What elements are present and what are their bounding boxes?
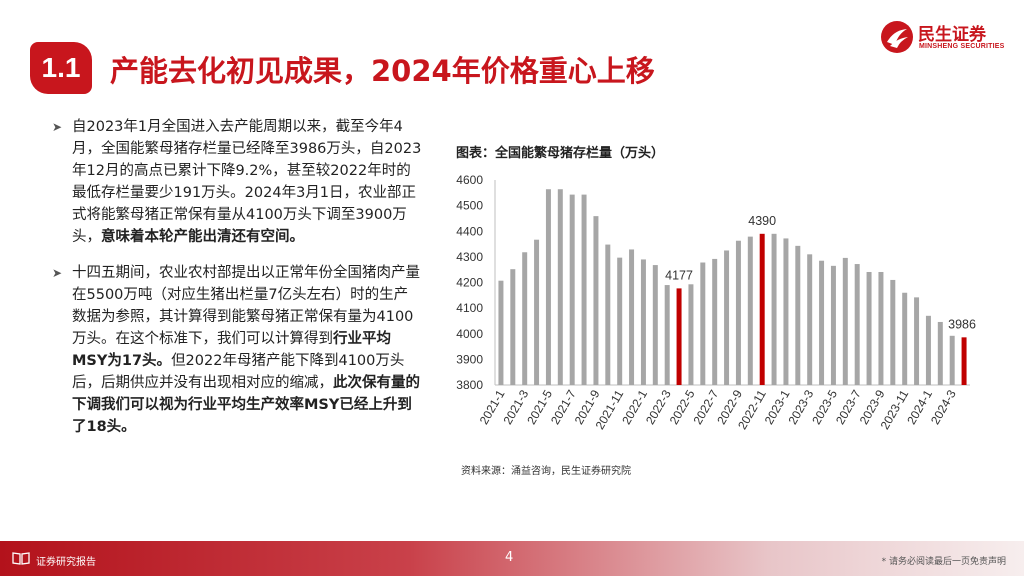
data-label: 4390 (748, 214, 776, 228)
bullet-item: ➤ 自2023年1月全国进入去产能周期以来，截至今年4月，全国能繁母猪存栏量已经… (52, 116, 422, 248)
bar (771, 233, 777, 385)
bullet-list: ➤ 自2023年1月全国进入去产能周期以来，截至今年4月，全国能繁母猪存栏量已经… (52, 116, 422, 452)
footer-label: 证券研究报告 (36, 557, 96, 568)
bar (629, 249, 635, 385)
bar (581, 194, 587, 385)
y-tick-label: 3800 (456, 378, 483, 392)
section-number-badge: 1.1 (30, 42, 92, 94)
y-tick-label: 4300 (456, 250, 483, 264)
bullet-text: 十四五期间，农业农村部提出以正常年份全国猪肉产量在5500万吨（对应生猪出栏量7… (72, 265, 420, 435)
bar (712, 258, 718, 385)
bar (949, 335, 955, 385)
bar (937, 321, 943, 385)
bar (759, 233, 765, 385)
disclaimer-note: * 请务必阅读最后一页免责声明 (881, 557, 1006, 567)
bar (830, 265, 836, 385)
bullet-segment-bold: 意味着本轮产能出清还有空间。 (101, 229, 304, 245)
bar (878, 271, 884, 385)
bullet-segment: 自2023年1月全国进入去产能周期以来，截至今年4月，全国能繁母猪存栏量已经降至… (72, 119, 422, 245)
section-number: 1.1 (41, 52, 81, 83)
logo-name-cn: 民生证券 (918, 25, 986, 45)
bar (605, 244, 611, 385)
minsheng-logo-icon (881, 21, 913, 53)
y-tick-label: 3900 (456, 352, 483, 366)
bar (557, 189, 563, 385)
y-tick-label: 4100 (456, 301, 483, 315)
y-tick-label: 4500 (456, 199, 483, 213)
bar (854, 264, 860, 385)
bar (783, 238, 789, 385)
bullet-segment-bold: 行业平均MSY为17头。 (72, 331, 391, 369)
bullet-text: 自2023年1月全国进入去产能周期以来，截至今年4月，全国能繁母猪存栏量已经降至… (72, 119, 421, 245)
bar (534, 239, 540, 385)
bar (890, 279, 896, 385)
bar (664, 285, 670, 385)
bar (925, 315, 931, 385)
bullet-segment-bold: 此次保有量的下调我们可以视为行业平均生产效率MSY已经上升到了18头。 (72, 375, 420, 435)
bar (700, 262, 706, 385)
brand-logo: 民生证券 MINSHENG SECURITIES (880, 18, 1005, 58)
chart-source: 资料来源：涌益咨询，民生证券研究院 (461, 466, 631, 477)
bar (652, 265, 658, 385)
page-title: 产能去化初见成果，2024年价格重心上移 (110, 54, 655, 88)
bar (724, 250, 730, 385)
y-tick-label: 4200 (456, 276, 483, 290)
bar (914, 297, 920, 385)
y-tick-label: 4600 (456, 173, 483, 187)
bar (498, 280, 504, 385)
bullet-segment: 十四五期间，农业农村部提出以正常年份全国猪肉产量在5500万吨（对应生猪出栏量7… (72, 265, 420, 347)
data-label: 3986 (948, 317, 976, 331)
bar (569, 194, 575, 385)
bar (510, 269, 516, 385)
data-label: 4177 (665, 268, 693, 282)
bar (617, 257, 623, 385)
bar (795, 245, 801, 385)
y-tick-label: 4400 (456, 224, 483, 238)
bar (545, 189, 551, 385)
sow-inventory-bar-chart: 3800 3900 4000 4100 4200 4300 4400 4500 4600 4177… (456, 173, 976, 432)
bar (735, 240, 741, 385)
logo-name-en: MINSHENG SECURITIES (919, 43, 1005, 50)
bar (593, 216, 599, 385)
bullet-arrow-icon: ➤ (52, 120, 63, 134)
bar (866, 271, 872, 385)
bar (522, 252, 528, 385)
bar (807, 254, 813, 385)
page-number: 4 (505, 550, 514, 565)
footer-bar: 证券研究报告 4 * 请务必阅读最后一页免责声明 (0, 541, 1024, 576)
bar (902, 292, 908, 385)
bar (842, 257, 848, 385)
bullet-segment: 但2022年母猪产能下降到4100万头后，后期供应并没有出现相对应的缩减， (72, 353, 405, 391)
bar (688, 284, 694, 385)
bar (819, 260, 825, 385)
bullet-item: ➤ 十四五期间，农业农村部提出以正常年份全国猪肉产量在5500万吨（对应生猪出栏… (52, 262, 422, 438)
bar (640, 259, 646, 385)
chart-title: 图表：全国能繁母猪存栏量（万头） (456, 146, 665, 161)
book-icon (12, 552, 30, 565)
bullet-arrow-icon: ➤ (52, 266, 63, 280)
bar (961, 337, 967, 385)
y-tick-label: 4000 (456, 327, 483, 341)
bar (676, 288, 682, 385)
bar (747, 236, 753, 385)
